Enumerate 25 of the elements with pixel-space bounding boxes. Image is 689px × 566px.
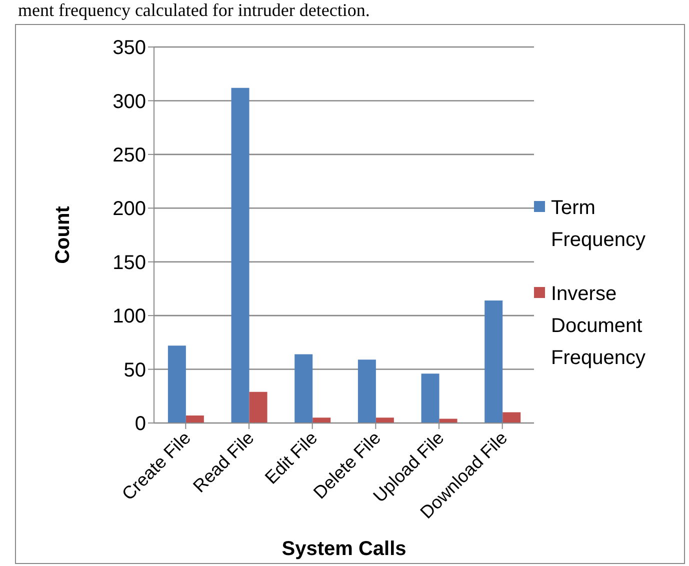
bar — [376, 418, 394, 423]
y-tick-label: 200 — [112, 198, 146, 220]
bar — [358, 360, 376, 423]
legend-label: Term Frequency — [551, 196, 646, 253]
y-tick-label: 350 — [112, 37, 146, 60]
bar — [484, 300, 503, 423]
text: ment frequency calculated for intruder detection. — [18, 0, 370, 20]
y-tick-label: 100 — [112, 306, 146, 328]
bar — [294, 354, 313, 423]
y-tick-label: 50 — [124, 359, 146, 382]
y-tick-label: 300 — [112, 90, 146, 113]
bar — [186, 415, 204, 423]
bar — [421, 374, 440, 423]
bar — [249, 392, 268, 423]
y-tick-label: 0 — [134, 413, 146, 436]
bar — [439, 418, 458, 423]
bar — [502, 412, 521, 423]
bar — [168, 346, 186, 423]
y-tick-label: 250 — [112, 144, 146, 167]
bar — [231, 88, 250, 423]
x-axis-title: System Calls — [282, 538, 406, 560]
bar — [312, 418, 331, 423]
y-axis-title: Count — [52, 206, 74, 264]
y-tick-label: 150 — [112, 252, 146, 274]
legend-label: Inverse Document Frequency — [551, 282, 646, 371]
